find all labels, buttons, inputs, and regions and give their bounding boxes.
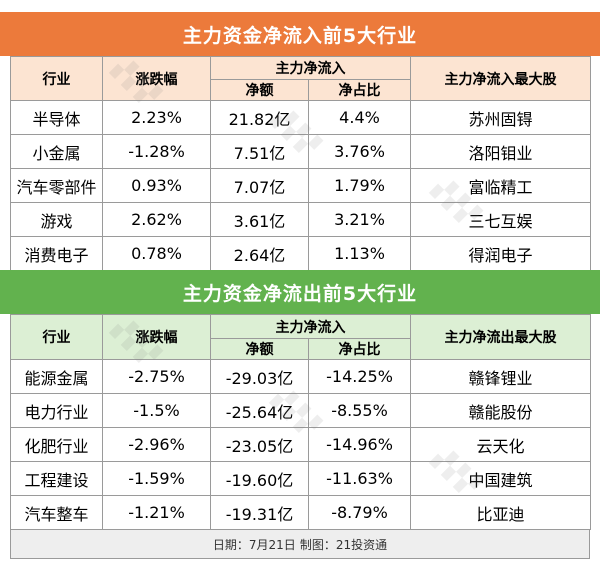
- cell-top-stock: 三七互娱: [410, 202, 591, 237]
- cell-top-stock: 富临精工: [410, 168, 591, 203]
- table-row: 能源金属 -2.75% -29.03亿 -14.25% 赣锋锂业: [10, 359, 591, 394]
- cell-net-amount: -19.31亿: [210, 495, 309, 530]
- outflow-title: 主力资金净流出前5大行业: [0, 270, 600, 314]
- cell-top-stock: 苏州固锝: [410, 100, 591, 135]
- table-row: 半导体 2.23% 21.82亿 4.4% 苏州固锝: [10, 100, 591, 135]
- footer-credit: 制图：21投资通: [299, 537, 388, 552]
- cell-change: 0.93%: [102, 168, 211, 203]
- cell-change: -1.21%: [102, 495, 211, 530]
- cell-net-amount: -19.60亿: [210, 461, 309, 496]
- cell-change: 2.23%: [102, 100, 211, 135]
- cell-change: -1.5%: [102, 393, 211, 428]
- cell-net-ratio: -8.79%: [308, 495, 411, 530]
- cell-industry: 化肥行业: [10, 427, 103, 462]
- header-net-ratio: 净占比: [308, 338, 411, 360]
- cell-net-amount: -29.03亿: [210, 359, 309, 394]
- cell-net-ratio: -8.55%: [308, 393, 411, 428]
- cell-net-amount: 3.61亿: [210, 202, 309, 237]
- cell-top-stock: 洛阳钼业: [410, 134, 591, 169]
- cell-net-amount: 2.64亿: [210, 236, 309, 271]
- cell-top-stock: 比亚迪: [410, 495, 591, 530]
- header-net-amount: 净额: [210, 79, 309, 101]
- cell-industry: 半导体: [10, 100, 103, 135]
- cell-top-stock: 中国建筑: [410, 461, 591, 496]
- cell-top-stock: 赣锋锂业: [410, 359, 591, 394]
- cell-top-stock: 云天化: [410, 427, 591, 462]
- table-row: 小金属 -1.28% 7.51亿 3.76% 洛阳钼业: [10, 134, 591, 169]
- header-net-ratio: 净占比: [308, 79, 411, 101]
- cell-change: -2.75%: [102, 359, 211, 394]
- inflow-title: 主力资金净流入前5大行业: [0, 12, 600, 56]
- header-change: 涨跌幅: [102, 56, 211, 101]
- footer: 日期：7月21日 制图：21投资通: [10, 529, 590, 559]
- table-row: 汽车整车 -1.21% -19.31亿 -8.79% 比亚迪: [10, 495, 591, 530]
- footer-date: 日期：7月21日: [212, 537, 296, 552]
- cell-industry: 电力行业: [10, 393, 103, 428]
- cell-industry: 能源金属: [10, 359, 103, 394]
- cell-net-ratio: 4.4%: [308, 100, 411, 135]
- cell-net-ratio: -11.63%: [308, 461, 411, 496]
- cell-industry: 消费电子: [10, 236, 103, 271]
- cell-industry: 小金属: [10, 134, 103, 169]
- cell-net-amount: 7.07亿: [210, 168, 309, 203]
- cell-change: -1.28%: [102, 134, 211, 169]
- header-group: 主力净流入: [210, 314, 411, 339]
- header-group: 主力净流入: [210, 56, 411, 80]
- cell-net-amount: -25.64亿: [210, 393, 309, 428]
- table-row: 电力行业 -1.5% -25.64亿 -8.55% 赣能股份: [10, 393, 591, 428]
- cell-industry: 汽车整车: [10, 495, 103, 530]
- cell-industry: 工程建设: [10, 461, 103, 496]
- header-top-stock: 主力净流出最大股: [410, 314, 591, 360]
- header-change: 涨跌幅: [102, 314, 211, 360]
- inflow-table: 行业 涨跌幅 主力净流入 主力净流入最大股 净额 净占比 半导体 2.23% 2…: [10, 56, 591, 271]
- cell-net-ratio: 1.13%: [308, 236, 411, 271]
- header-net-amount: 净额: [210, 338, 309, 360]
- cell-net-ratio: 3.76%: [308, 134, 411, 169]
- cell-net-ratio: -14.96%: [308, 427, 411, 462]
- table-row: 工程建设 -1.59% -19.60亿 -11.63% 中国建筑: [10, 461, 591, 496]
- outflow-table: 行业 涨跌幅 主力净流入 主力净流出最大股 净额 净占比 能源金属 -2.75%…: [10, 314, 591, 530]
- cell-net-ratio: 3.21%: [308, 202, 411, 237]
- cell-net-ratio: 1.79%: [308, 168, 411, 203]
- cell-change: -1.59%: [102, 461, 211, 496]
- table-row: 化肥行业 -2.96% -23.05亿 -14.96% 云天化: [10, 427, 591, 462]
- cell-net-amount: 21.82亿: [210, 100, 309, 135]
- cell-net-amount: -23.05亿: [210, 427, 309, 462]
- header-top-stock: 主力净流入最大股: [410, 56, 591, 101]
- cell-change: -2.96%: [102, 427, 211, 462]
- cell-top-stock: 得润电子: [410, 236, 591, 271]
- cell-change: 0.78%: [102, 236, 211, 271]
- cell-net-amount: 7.51亿: [210, 134, 309, 169]
- table-row: 游戏 2.62% 3.61亿 3.21% 三七互娱: [10, 202, 591, 237]
- cell-industry: 游戏: [10, 202, 103, 237]
- cell-net-ratio: -14.25%: [308, 359, 411, 394]
- cell-change: 2.62%: [102, 202, 211, 237]
- cell-industry: 汽车零部件: [10, 168, 103, 203]
- cell-top-stock: 赣能股份: [410, 393, 591, 428]
- table-row: 消费电子 0.78% 2.64亿 1.13% 得润电子: [10, 236, 591, 271]
- table-row: 汽车零部件 0.93% 7.07亿 1.79% 富临精工: [10, 168, 591, 203]
- header-industry: 行业: [10, 314, 103, 360]
- header-industry: 行业: [10, 56, 103, 101]
